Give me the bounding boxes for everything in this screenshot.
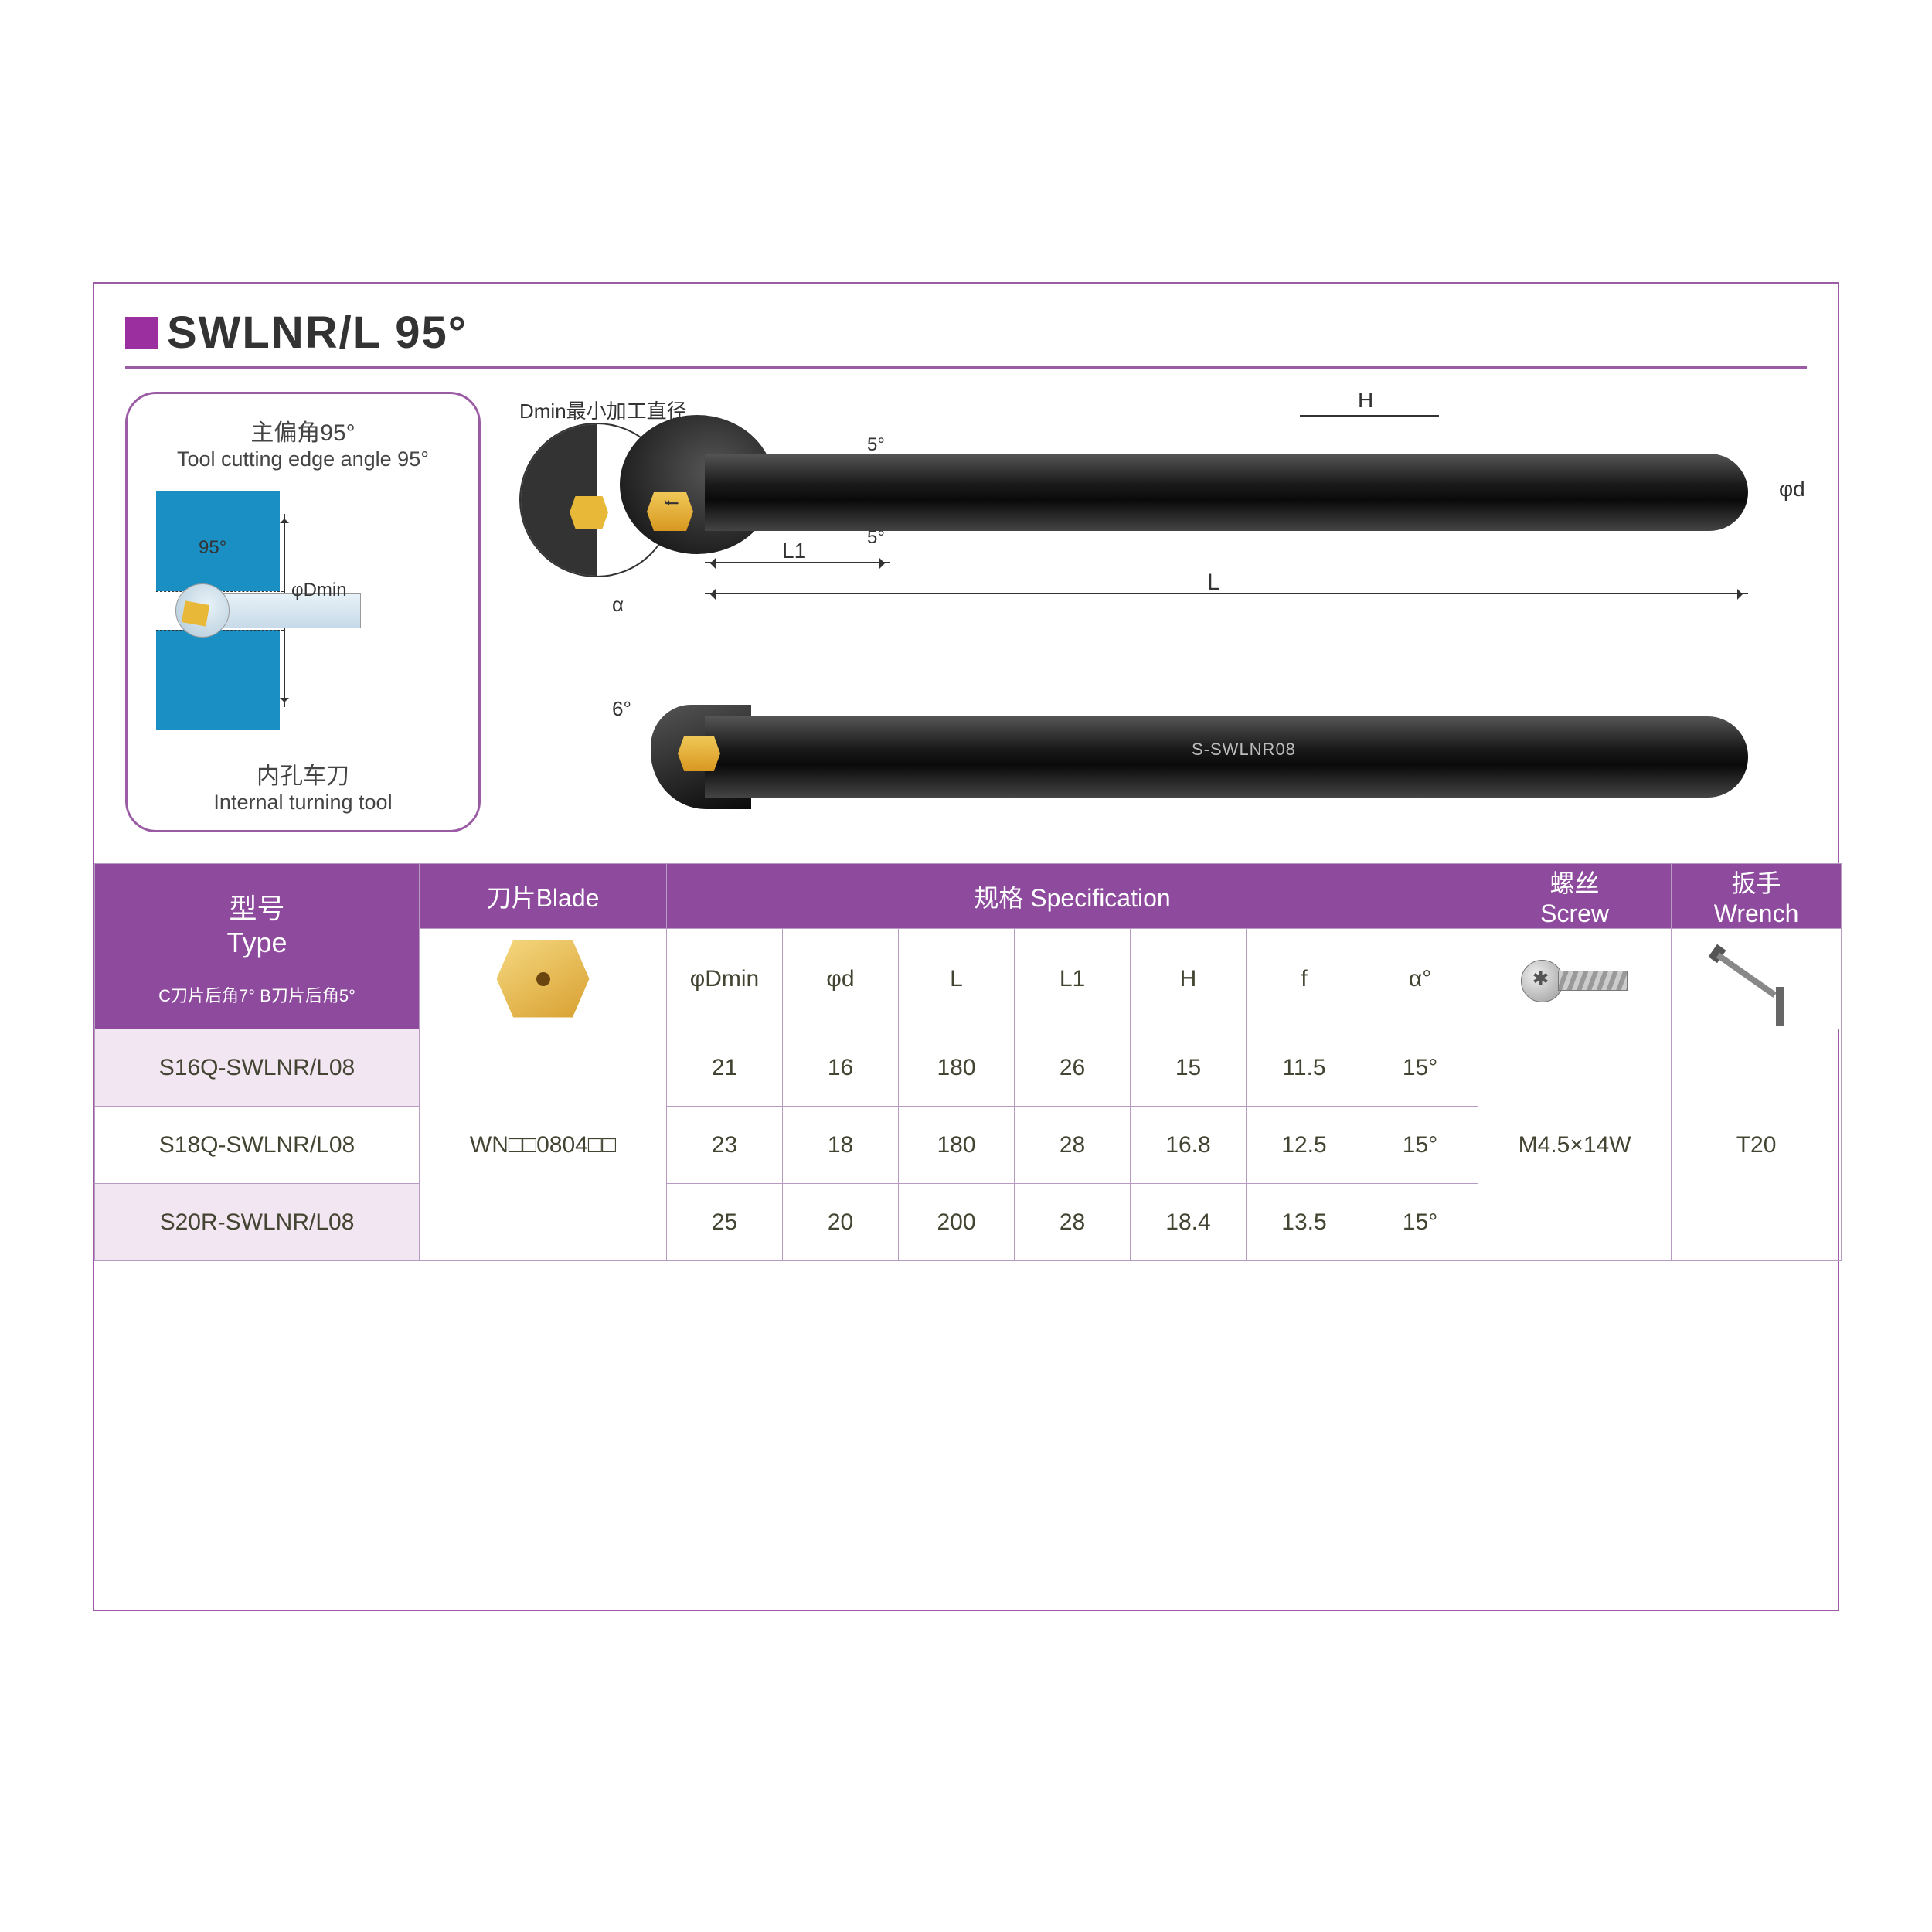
spec-cell: 28	[1015, 1184, 1131, 1261]
spec-cell: 200	[899, 1184, 1015, 1261]
type-cn: 型号	[229, 893, 284, 924]
spec-col: L1	[1015, 929, 1131, 1029]
angle-label-cn: 主偏角95°	[250, 413, 355, 447]
spec-cell: 180	[899, 1029, 1015, 1107]
tool-schematic: 95° φDmin	[156, 491, 450, 730]
insert-icon	[678, 736, 720, 771]
spec-cell: 25	[667, 1184, 783, 1261]
spec-cell: 26	[1015, 1029, 1131, 1107]
col-blade-header: 刀片Blade	[420, 864, 667, 929]
screw-icon	[1521, 952, 1629, 1006]
type-note: C刀片后角7° B刀片后角5°	[103, 982, 411, 1007]
wrench-image-cell	[1672, 929, 1842, 1029]
screw-code: M4.5×14W	[1478, 1029, 1672, 1261]
blade-image-cell	[420, 929, 667, 1029]
spec-cell: 23	[667, 1107, 783, 1184]
spec-cell: 15	[1131, 1029, 1247, 1107]
tool-type-en: Internal turning tool	[213, 791, 392, 815]
spec-cell: 180	[899, 1107, 1015, 1184]
table-row: S16Q-SWLNR/L08 WN□□0804□□ 21 16 180 26 1…	[95, 1029, 1842, 1107]
spec-cell: 13.5	[1247, 1184, 1362, 1261]
spec-cell: 18.4	[1131, 1184, 1247, 1261]
spec-cell: 12.5	[1247, 1107, 1362, 1184]
type-cell: S16Q-SWLNR/L08	[95, 1029, 420, 1107]
spec-cell: 28	[1015, 1107, 1131, 1184]
dmin-label: Dmin最小加工直径	[519, 396, 687, 424]
angle-label-en: Tool cutting edge angle 95°	[177, 447, 429, 471]
dmin-insert-icon	[570, 496, 608, 529]
dmin-symbol: φDmin	[291, 580, 347, 601]
spec-col: L	[899, 929, 1015, 1029]
insert-icon	[182, 600, 209, 626]
spec-sheet: SWLNR/L 95° 主偏角95° Tool cutting edge ang…	[93, 282, 1839, 1611]
title-bullet	[125, 317, 158, 349]
diagram-area: 主偏角95° Tool cutting edge angle 95° 95° φ…	[94, 369, 1838, 863]
dim-d: φd	[1779, 477, 1805, 502]
wrench-icon	[1702, 944, 1811, 1014]
dim-angle-bottom: 5°	[867, 527, 885, 549]
type-cell: S20R-SWLNR/L08	[95, 1184, 420, 1261]
dim-H-line	[1300, 415, 1439, 417]
type-cell: S18Q-SWLNR/L08	[95, 1107, 420, 1184]
boring-bar-top	[705, 454, 1748, 531]
dim-L-line	[705, 593, 1748, 594]
info-box: 主偏角95° Tool cutting edge angle 95° 95° φ…	[125, 392, 481, 832]
dim-L1: L1	[782, 539, 806, 563]
spec-col: α°	[1362, 929, 1478, 1029]
spec-cell: 16.8	[1131, 1107, 1247, 1184]
spec-col: φDmin	[667, 929, 783, 1029]
tool-type-cn: 内孔车刀	[257, 757, 349, 791]
wrench-cn: 扳手	[1732, 869, 1781, 897]
type-en: Type	[226, 927, 287, 958]
bar-marking: S-SWLNR08	[1192, 740, 1296, 760]
col-spec-header: 规格 Specification	[667, 864, 1478, 929]
dim-alpha: α	[612, 593, 624, 617]
page-title: SWLNR/L 95°	[167, 307, 468, 359]
blade-icon	[497, 940, 590, 1018]
blade-code: WN□□0804□□	[420, 1029, 667, 1261]
angle-value: 95°	[199, 537, 226, 559]
spec-table: 型号Type C刀片后角7° B刀片后角5° 刀片Blade 规格 Specif…	[94, 863, 1842, 1261]
spec-cell: 15°	[1362, 1184, 1478, 1261]
insert-icon	[647, 492, 693, 531]
dim-side-angle: 6°	[612, 697, 631, 721]
wrench-en: Wrench	[1714, 900, 1799, 927]
spec-cell: 21	[667, 1029, 783, 1107]
dim-f: f	[662, 501, 683, 506]
wrench-code: T20	[1672, 1029, 1842, 1261]
col-type-header: 型号Type C刀片后角7° B刀片后角5°	[95, 864, 420, 1029]
spec-cell: 15°	[1362, 1107, 1478, 1184]
screw-image-cell	[1478, 929, 1672, 1029]
dim-H: H	[1358, 388, 1373, 413]
spec-cell: 20	[783, 1184, 899, 1261]
screw-cn: 螺丝	[1550, 869, 1600, 897]
spec-cell: 16	[783, 1029, 899, 1107]
screw-en: Screw	[1540, 900, 1609, 927]
spec-cell: 15°	[1362, 1029, 1478, 1107]
tool-drawing: Dmin最小加工直径 5° 5° H φd L1 L f α S-SWLNR08…	[512, 392, 1807, 848]
spec-col: H	[1131, 929, 1247, 1029]
col-wrench-header: 扳手 Wrench	[1672, 864, 1842, 929]
dim-L: L	[1207, 570, 1220, 596]
spec-cell: 11.5	[1247, 1029, 1362, 1107]
dim-angle-top: 5°	[867, 434, 885, 456]
title-row: SWLNR/L 95°	[94, 284, 1838, 366]
col-screw-header: 螺丝 Screw	[1478, 864, 1672, 929]
spec-col: f	[1247, 929, 1362, 1029]
spec-cell: 18	[783, 1107, 899, 1184]
spec-col: φd	[783, 929, 899, 1029]
